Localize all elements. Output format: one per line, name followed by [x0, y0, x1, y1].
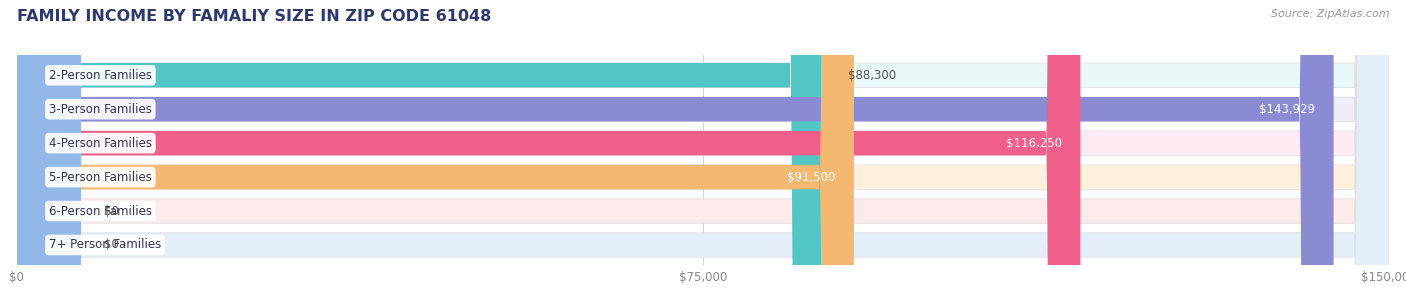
FancyBboxPatch shape: [17, 0, 82, 305]
Text: $91,500: $91,500: [787, 170, 835, 184]
Text: FAMILY INCOME BY FAMALIY SIZE IN ZIP CODE 61048: FAMILY INCOME BY FAMALIY SIZE IN ZIP COD…: [17, 9, 491, 24]
FancyBboxPatch shape: [17, 0, 1389, 305]
FancyBboxPatch shape: [17, 0, 853, 305]
FancyBboxPatch shape: [17, 0, 825, 305]
Text: 7+ Person Families: 7+ Person Families: [49, 239, 162, 252]
FancyBboxPatch shape: [17, 0, 1389, 305]
FancyBboxPatch shape: [17, 0, 1389, 305]
Text: 6-Person Families: 6-Person Families: [49, 205, 152, 217]
FancyBboxPatch shape: [17, 0, 1389, 305]
Text: $0: $0: [104, 205, 118, 217]
Text: 3-Person Families: 3-Person Families: [49, 103, 152, 116]
FancyBboxPatch shape: [17, 0, 82, 305]
Text: 5-Person Families: 5-Person Families: [49, 170, 152, 184]
Text: $143,929: $143,929: [1260, 103, 1315, 116]
Text: Source: ZipAtlas.com: Source: ZipAtlas.com: [1271, 9, 1389, 19]
FancyBboxPatch shape: [17, 0, 1333, 305]
Text: $116,250: $116,250: [1007, 137, 1062, 150]
FancyBboxPatch shape: [17, 0, 1080, 305]
Text: $88,300: $88,300: [848, 69, 896, 82]
Text: $0: $0: [104, 239, 118, 252]
FancyBboxPatch shape: [17, 0, 1389, 305]
Text: 4-Person Families: 4-Person Families: [49, 137, 152, 150]
FancyBboxPatch shape: [17, 0, 1389, 305]
Text: 2-Person Families: 2-Person Families: [49, 69, 152, 82]
